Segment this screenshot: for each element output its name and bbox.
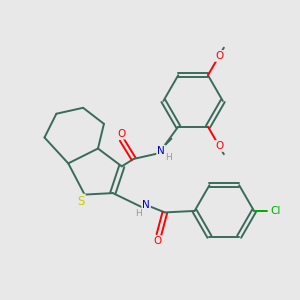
Text: O: O xyxy=(215,141,223,151)
Text: H: H xyxy=(165,153,172,162)
Text: O: O xyxy=(154,236,162,246)
Text: O: O xyxy=(117,129,125,139)
Text: S: S xyxy=(77,195,85,208)
Text: Cl: Cl xyxy=(271,206,281,216)
Text: O: O xyxy=(215,51,223,61)
Text: N: N xyxy=(157,146,165,156)
Text: H: H xyxy=(135,209,142,218)
Text: N: N xyxy=(142,200,150,210)
